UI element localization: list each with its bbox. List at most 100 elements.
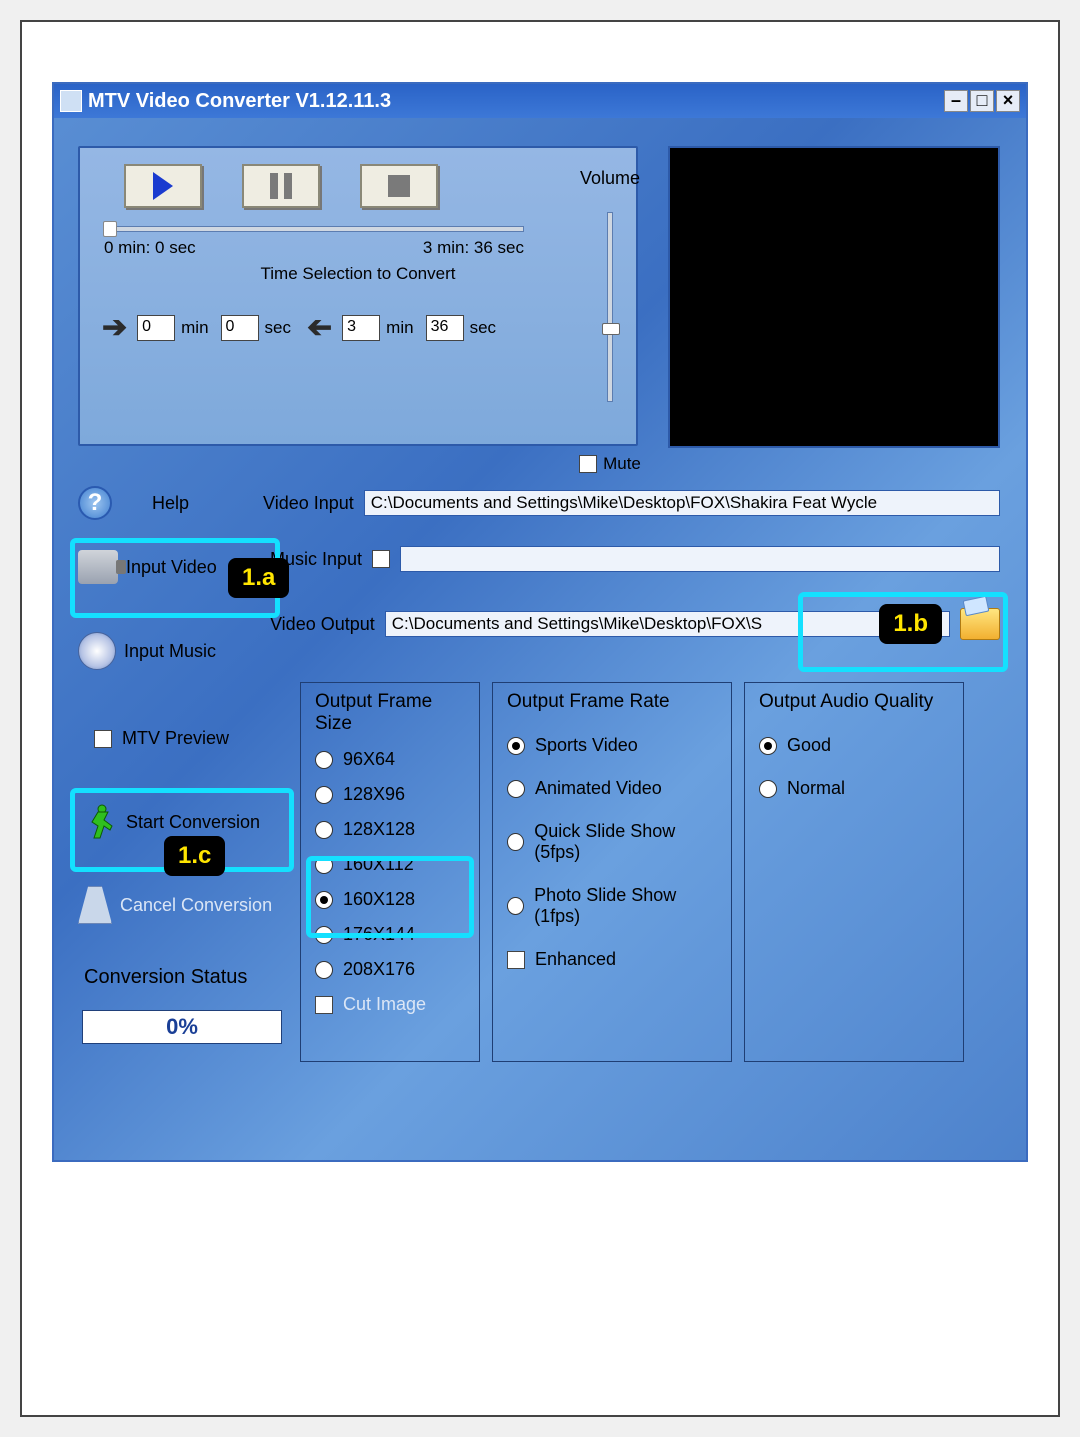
frame-rate-radio[interactable] xyxy=(507,897,524,915)
content-area: 0 min: 0 sec 3 min: 36 sec Time Selectio… xyxy=(54,118,1026,1160)
minimize-button[interactable]: – xyxy=(944,90,968,112)
folder-icon[interactable] xyxy=(960,608,1000,640)
video-input-label: Video Input xyxy=(263,493,354,514)
mtv-preview-checkbox[interactable] xyxy=(94,730,112,748)
frame-rate-option[interactable]: Photo Slide Show (1fps) xyxy=(507,885,717,927)
volume-slider[interactable] xyxy=(607,212,613,402)
end-sec-input[interactable]: 36 xyxy=(426,315,464,341)
frame-rate-radio[interactable] xyxy=(507,780,525,798)
video-output-field[interactable]: C:\Documents and Settings\Mike\Desktop\F… xyxy=(385,611,950,637)
frame-size-option[interactable]: 208X176 xyxy=(315,959,465,980)
frame-rate-radio[interactable] xyxy=(507,833,524,851)
frame-size-option-label: 160X112 xyxy=(343,854,414,875)
frame-size-radio[interactable] xyxy=(315,961,333,979)
cut-image-label: Cut Image xyxy=(343,994,426,1015)
start-min-input[interactable]: 0 xyxy=(137,315,175,341)
cancel-conversion-label: Cancel Conversion xyxy=(120,895,272,916)
hourglass-icon xyxy=(78,886,112,924)
frame-size-option[interactable]: 176X144 xyxy=(315,924,465,945)
audio-quality-option[interactable]: Normal xyxy=(759,778,949,799)
frame-size-option-label: 208X176 xyxy=(343,959,415,980)
selection-label: Time Selection to Convert xyxy=(94,264,622,284)
audio-quality-radio[interactable] xyxy=(759,737,777,755)
output-audio-quality-group: Output Audio Quality GoodNormal xyxy=(744,682,964,1062)
frame-size-radio[interactable] xyxy=(315,926,333,944)
mtv-preview-label: MTV Preview xyxy=(122,728,229,749)
enhanced-checkbox[interactable] xyxy=(507,951,525,969)
output-frame-size-label: Output Frame Size xyxy=(315,691,465,735)
frame-size-option-label: 96X64 xyxy=(343,749,395,770)
frame-rate-option[interactable]: Quick Slide Show (5fps) xyxy=(507,821,717,863)
player-panel: 0 min: 0 sec 3 min: 36 sec Time Selectio… xyxy=(78,146,638,446)
volume-column: Volume Mute xyxy=(575,168,645,478)
time-start: 0 min: 0 sec xyxy=(104,238,196,258)
mute-label: Mute xyxy=(603,454,641,474)
start-sec-input[interactable]: 0 xyxy=(221,315,259,341)
output-frame-size-group: Output Frame Size 96X64 128X96 128X128 160X… xyxy=(300,682,480,1062)
conversion-status-label: Conversion Status xyxy=(84,966,247,989)
frame-size-option[interactable]: 128X128 xyxy=(315,819,465,840)
frame-size-option[interactable]: 128X96 xyxy=(315,784,465,805)
pause-icon xyxy=(270,173,292,199)
title-text: MTV Video Converter V1.12.11.3 xyxy=(88,90,942,113)
frame-rate-option-label: Sports Video xyxy=(535,735,638,756)
frame-size-option-label: 128X128 xyxy=(343,819,415,840)
volume-label: Volume xyxy=(575,168,645,189)
frame-size-radio[interactable] xyxy=(315,856,333,874)
app-icon xyxy=(60,90,82,112)
seek-slider[interactable] xyxy=(104,226,524,232)
audio-quality-option-label: Normal xyxy=(787,778,845,799)
cancel-conversion-button[interactable]: Cancel Conversion xyxy=(78,886,272,924)
document-frame: MTV Video Converter V1.12.11.3 – □ × 0 m… xyxy=(20,20,1060,1417)
unit-sec-2: sec xyxy=(470,318,496,338)
unit-min-1: min xyxy=(181,318,208,338)
conversion-progress: 0% xyxy=(82,1010,282,1044)
input-video-label: Input Video xyxy=(126,557,217,578)
frame-size-radio[interactable] xyxy=(315,891,333,909)
frame-size-radio[interactable] xyxy=(315,821,333,839)
arrow-left-icon: ➔ xyxy=(307,310,332,345)
frame-size-option-label: 128X96 xyxy=(343,784,405,805)
music-input-field[interactable] xyxy=(400,546,1000,572)
app-window: MTV Video Converter V1.12.11.3 – □ × 0 m… xyxy=(52,82,1028,1162)
play-button[interactable] xyxy=(124,164,202,208)
frame-rate-option[interactable]: Sports Video xyxy=(507,735,717,756)
frame-rate-option-label: Animated Video xyxy=(535,778,662,799)
start-conversion-label: Start Conversion xyxy=(126,812,260,833)
help-label[interactable]: Help xyxy=(152,493,189,514)
play-icon xyxy=(153,172,173,200)
mute-checkbox[interactable] xyxy=(579,455,597,473)
audio-quality-radio[interactable] xyxy=(759,780,777,798)
frame-size-option[interactable]: 96X64 xyxy=(315,749,465,770)
frame-size-option[interactable]: 160X128 xyxy=(315,889,465,910)
stop-button[interactable] xyxy=(360,164,438,208)
maximize-button[interactable]: □ xyxy=(970,90,994,112)
output-frame-rate-label: Output Frame Rate xyxy=(507,691,717,713)
titlebar: MTV Video Converter V1.12.11.3 – □ × xyxy=(54,84,1026,118)
tag-1c: 1.c xyxy=(164,836,225,876)
music-input-label: Music Input xyxy=(270,549,362,570)
input-video-button[interactable]: Input Video xyxy=(78,550,217,584)
frame-size-option[interactable]: 160X112 xyxy=(315,854,465,875)
frame-size-radio[interactable] xyxy=(315,786,333,804)
music-input-checkbox[interactable] xyxy=(372,550,390,568)
frame-size-radio[interactable] xyxy=(315,751,333,769)
close-button[interactable]: × xyxy=(996,90,1020,112)
unit-min-2: min xyxy=(386,318,413,338)
cut-image-checkbox[interactable] xyxy=(315,996,333,1014)
help-icon[interactable]: ? xyxy=(78,486,112,520)
input-music-button[interactable]: Input Music xyxy=(78,632,216,670)
unit-sec-1: sec xyxy=(265,318,291,338)
enhanced-label: Enhanced xyxy=(535,949,616,970)
frame-rate-option-label: Photo Slide Show (1fps) xyxy=(534,885,717,927)
frame-rate-option[interactable]: Animated Video xyxy=(507,778,717,799)
video-output-label: Video Output xyxy=(270,614,375,635)
frame-rate-radio[interactable] xyxy=(507,737,525,755)
audio-quality-option[interactable]: Good xyxy=(759,735,949,756)
pause-button[interactable] xyxy=(242,164,320,208)
end-min-input[interactable]: 3 xyxy=(342,315,380,341)
video-preview xyxy=(668,146,1000,448)
video-input-field[interactable]: C:\Documents and Settings\Mike\Desktop\F… xyxy=(364,490,1000,516)
time-end: 3 min: 36 sec xyxy=(423,238,524,258)
start-conversion-button[interactable]: Start Conversion xyxy=(78,802,260,842)
